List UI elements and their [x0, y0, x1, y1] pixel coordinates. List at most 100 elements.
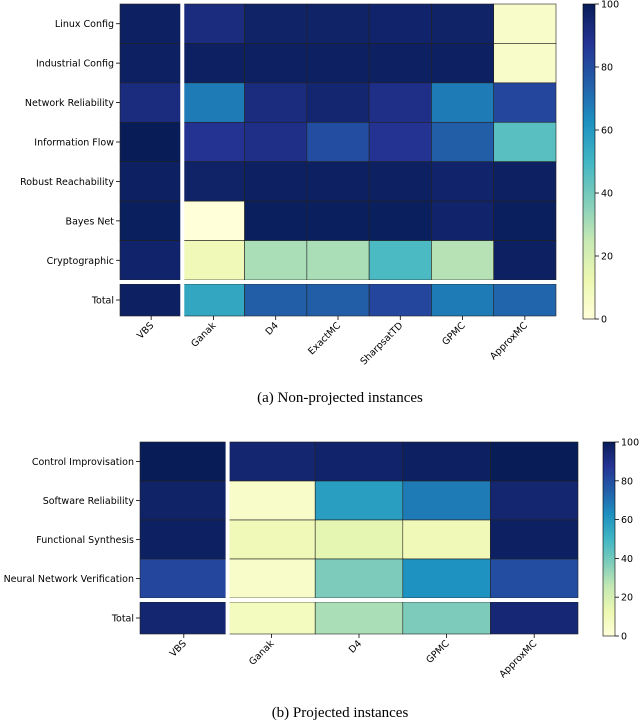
total-separator: [119, 280, 557, 284]
cell-cryptographic-exactmc: [306, 240, 370, 281]
cell-total-d4: [314, 601, 404, 635]
cell-cryptographic-gpmc: [431, 240, 495, 281]
cell-robust-reachability-sharpsattd: [368, 161, 432, 202]
cell-functional-synthesis-ganak: [227, 519, 316, 560]
cell-total-sharpsattd: [368, 283, 432, 317]
cell-functional-synthesis-gpmc: [402, 519, 491, 560]
cell-control-improvisation-gpmc: [402, 441, 491, 482]
cell-information-flow-vbs: [119, 121, 183, 163]
caption-b: (b) Projected instances: [272, 705, 409, 721]
cell-total-vbs: [139, 601, 228, 635]
total-separator: [139, 598, 579, 602]
cell-network-reliability-sharpsattd: [368, 82, 432, 123]
col-label-gpmc: GPMC: [440, 320, 468, 348]
panel-b: Control Improvisation Software Reliabilit…: [4, 438, 640, 721]
cell-bayes-net-vbs: [119, 200, 183, 241]
colorbar-tick-label: 20: [621, 593, 633, 604]
cell-total-vbs: [119, 283, 183, 317]
colorbar-tick-label: 100: [621, 438, 639, 449]
col-label-approxmc: ApproxMC: [488, 320, 530, 362]
cell-industrial-config-ganak: [181, 43, 245, 84]
col-label-ganak: Ganak: [247, 638, 277, 668]
colorbar-tick-label: 100: [601, 0, 619, 11]
row-label-robust-reachability: Robust Reachability: [20, 177, 114, 188]
cell-control-improvisation-approxmc: [490, 441, 579, 482]
cell-cryptographic-d4: [244, 240, 308, 281]
cell-bayes-net-ganak: [181, 200, 245, 241]
cell-industrial-config-exactmc: [306, 43, 370, 84]
cell-bayes-net-exactmc: [306, 200, 370, 241]
cell-software-reliability-d4: [314, 480, 404, 521]
cell-software-reliability-gpmc: [402, 480, 491, 521]
cell-linux-config-exactmc: [306, 3, 370, 44]
row-label-functional-synthesis: Functional Synthesis: [36, 535, 134, 546]
cell-network-reliability-exactmc: [306, 82, 370, 123]
cell-neural-network-verification-approxmc: [490, 558, 579, 599]
cell-robust-reachability-gpmc: [431, 161, 495, 202]
col-label-ganak: Ganak: [189, 320, 219, 350]
colorbar: [582, 3, 596, 320]
cell-network-reliability-gpmc: [431, 82, 495, 123]
panel-a: Linux Config Industrial Config Network Rel…: [20, 0, 619, 406]
col-label-gpmc: GPMC: [424, 638, 452, 666]
cell-linux-config-gpmc: [431, 3, 495, 44]
cell-information-flow-ganak: [181, 121, 245, 163]
cell-industrial-config-approxmc: [493, 43, 557, 84]
cell-cryptographic-approxmc: [493, 240, 557, 281]
row-label-total: Total: [111, 614, 134, 625]
cell-neural-network-verification-ganak: [227, 558, 316, 599]
colorbar-tick-label: 0: [621, 632, 627, 643]
cell-industrial-config-sharpsattd: [368, 43, 432, 84]
colorbar-tick-label: 40: [621, 554, 633, 565]
cell-robust-reachability-approxmc: [493, 161, 557, 202]
row-label-total: Total: [91, 296, 114, 307]
row-label-bayes-net: Bayes Net: [66, 216, 115, 227]
cell-control-improvisation-d4: [314, 441, 404, 482]
cell-total-approxmc: [493, 283, 557, 317]
colorbar-tick-label: 80: [601, 63, 613, 74]
cell-network-reliability-d4: [244, 82, 308, 123]
cell-functional-synthesis-vbs: [139, 519, 228, 560]
vbs-separator: [225, 441, 230, 635]
row-label-cryptographic: Cryptographic: [47, 256, 114, 267]
row-label-neural-network-verification: Neural Network Verification: [4, 574, 134, 585]
colorbar-tick-label: 60: [621, 515, 633, 526]
cell-total-exactmc: [306, 283, 370, 317]
cell-cryptographic-vbs: [119, 240, 183, 281]
cell-total-d4: [244, 283, 308, 317]
cell-control-improvisation-vbs: [139, 441, 228, 482]
cell-linux-config-d4: [244, 3, 308, 44]
cell-network-reliability-vbs: [119, 82, 183, 123]
cell-robust-reachability-exactmc: [306, 161, 370, 202]
cell-neural-network-verification-d4: [314, 558, 404, 599]
colorbar: [602, 441, 616, 637]
row-label-software-reliability: Software Reliability: [43, 496, 135, 507]
cell-industrial-config-vbs: [119, 43, 183, 84]
col-label-d4: D4: [264, 320, 281, 337]
row-label-information-flow: Information Flow: [34, 138, 114, 149]
cell-linux-config-approxmc: [493, 3, 557, 44]
cell-functional-synthesis-approxmc: [490, 519, 579, 560]
cell-control-improvisation-ganak: [227, 441, 316, 482]
cell-bayes-net-gpmc: [431, 200, 495, 241]
cell-functional-synthesis-d4: [314, 519, 404, 560]
colorbar-tick-label: 80: [621, 476, 633, 487]
col-label-vbs: VBS: [168, 638, 189, 659]
caption-a: (a) Non-projected instances: [257, 390, 423, 406]
row-label-control-improvisation: Control Improvisation: [32, 457, 134, 468]
cell-information-flow-approxmc: [493, 121, 557, 163]
cell-robust-reachability-d4: [244, 161, 308, 202]
colorbar-tick-label: 40: [601, 189, 613, 200]
col-label-vbs: VBS: [135, 320, 156, 341]
cell-network-reliability-approxmc: [493, 82, 557, 123]
cell-information-flow-sharpsattd: [368, 121, 432, 163]
cell-bayes-net-approxmc: [493, 200, 557, 241]
cell-software-reliability-approxmc: [490, 480, 579, 521]
cell-robust-reachability-vbs: [119, 161, 183, 202]
cell-neural-network-verification-gpmc: [402, 558, 491, 599]
cell-information-flow-exactmc: [306, 121, 370, 163]
cell-industrial-config-d4: [244, 43, 308, 84]
row-label-linux-config: Linux Config: [55, 19, 114, 30]
cell-information-flow-gpmc: [431, 121, 495, 163]
